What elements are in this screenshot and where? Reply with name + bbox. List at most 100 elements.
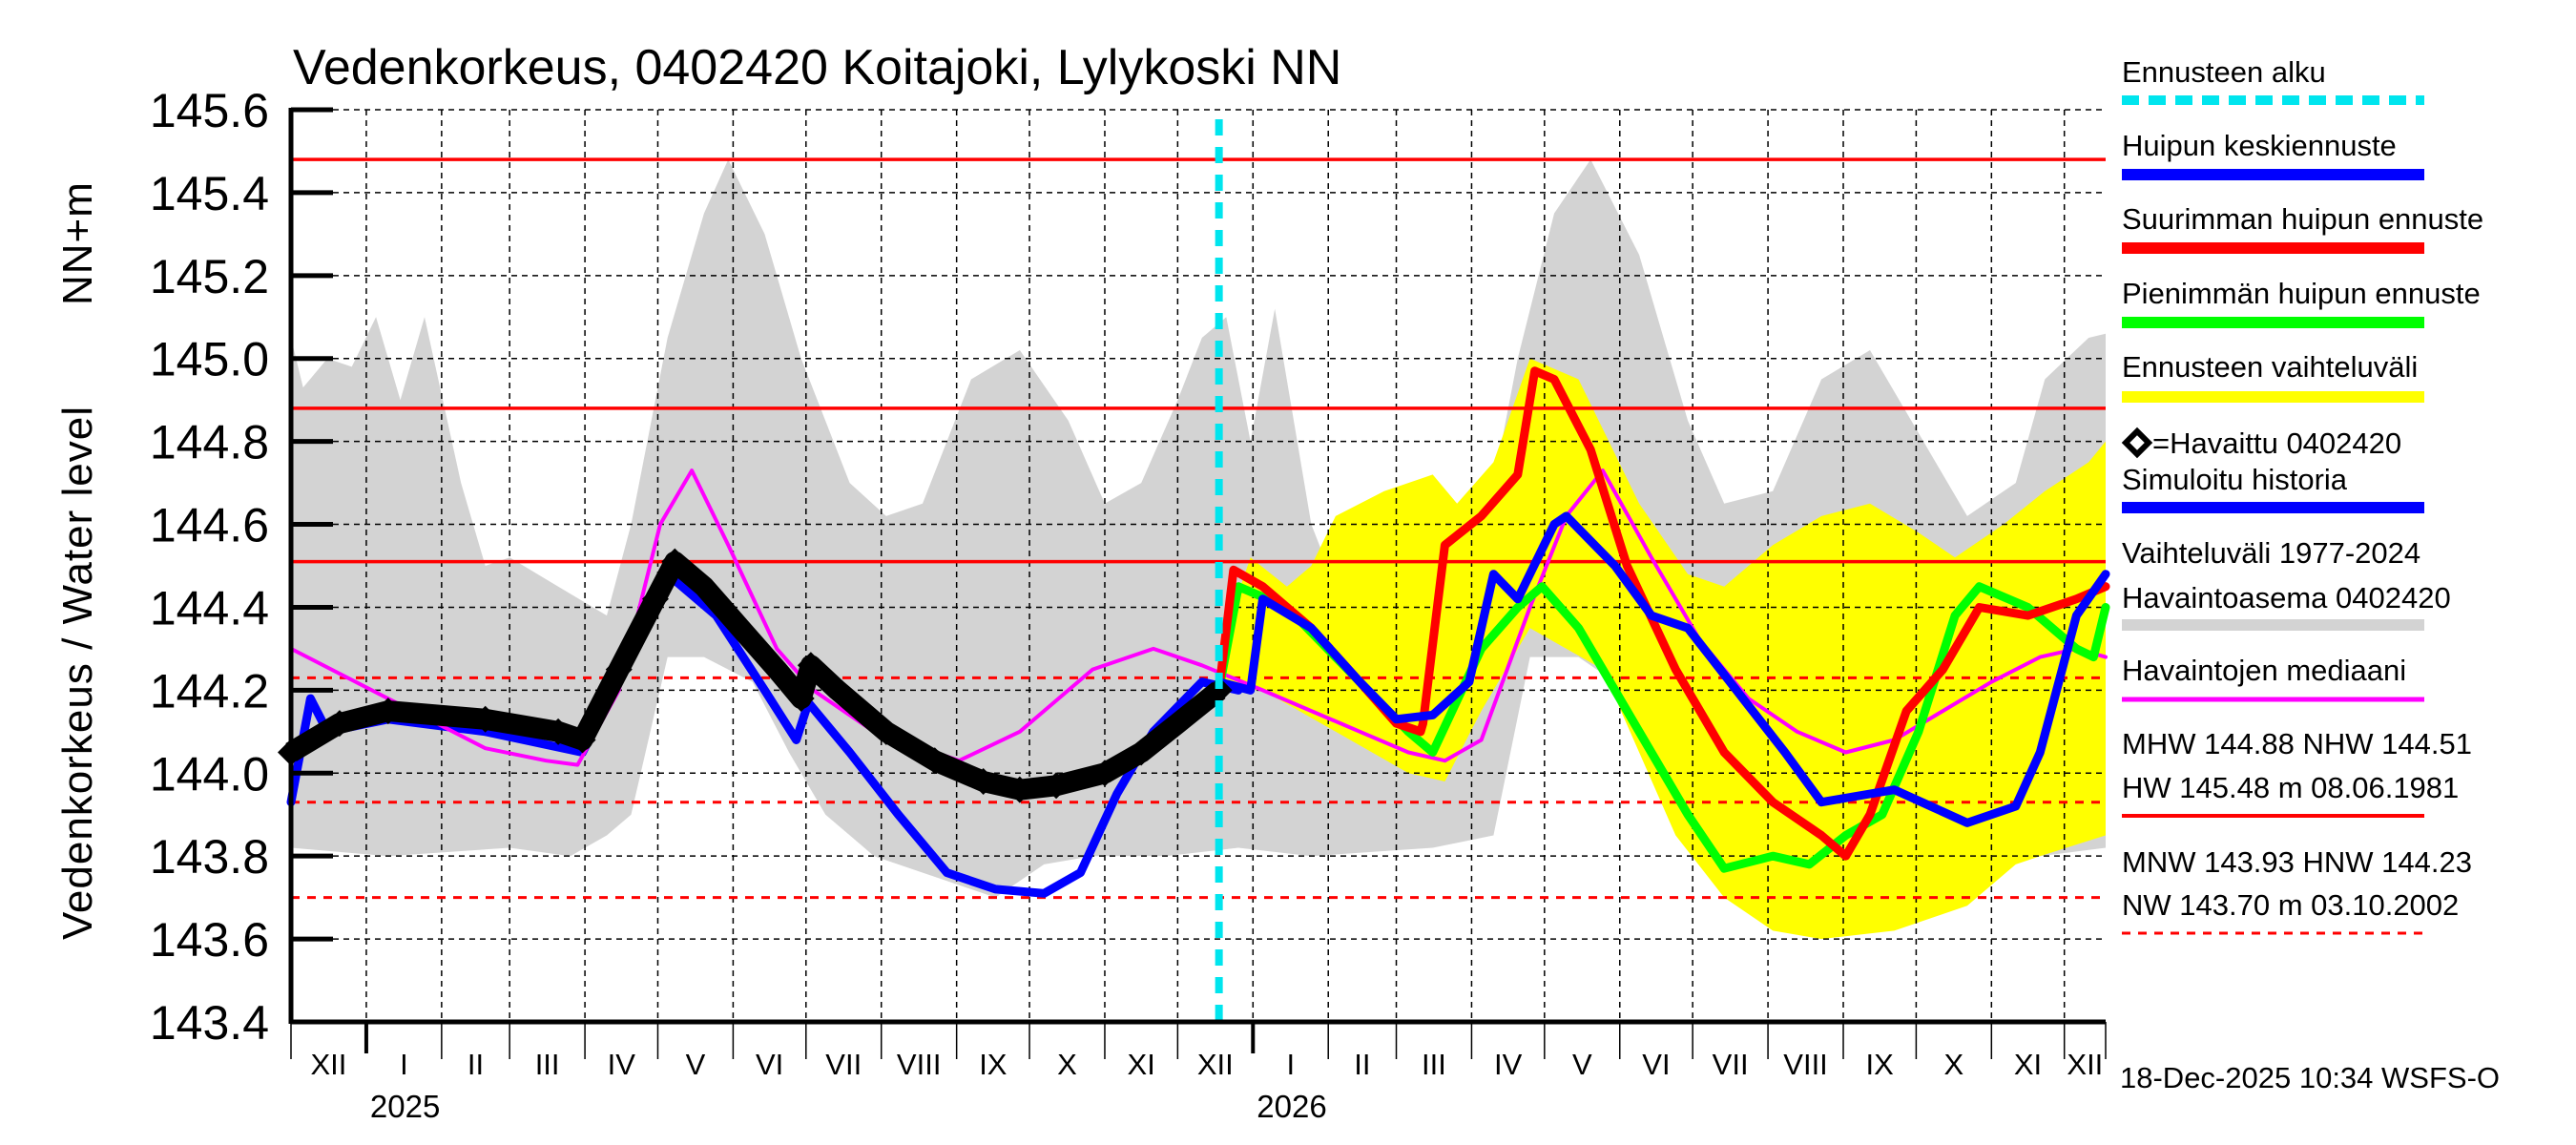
observed-point (545, 718, 572, 745)
legend-label: MHW 144.88 NHW 144.51 (2122, 727, 2472, 760)
legend-label: Suurimman huipun ennuste (2122, 202, 2483, 236)
legend-label: Simuloitu historia (2122, 463, 2348, 496)
y-tick-label: 143.6 (150, 913, 269, 967)
legend-label: NW 143.70 m 03.10.2002 (2122, 888, 2459, 922)
y-tick-label: 145.4 (150, 167, 269, 220)
y-tick-labels: 145.6 145.4 145.2 145.0 144.8 144.6 144.4 144.2… (150, 84, 269, 1050)
observed-point (823, 677, 851, 704)
month-label: XII (311, 1048, 347, 1081)
legend-label: Havaintojen mediaani (2122, 654, 2406, 687)
month-label: IX (1866, 1048, 1895, 1081)
observed-point (797, 652, 824, 679)
chart-title: Vedenkorkeus, 0402420 Koitajoki, Lylykos… (293, 40, 1341, 95)
month-label: VIII (897, 1048, 942, 1081)
legend-label: HW 145.48 m 08.06.1981 (2122, 771, 2459, 804)
month-label: IV (1494, 1048, 1523, 1081)
legend-item: Vaihteluväli 1977-2024 Havaintoasema 0402… (2122, 536, 2451, 631)
month-label: X (1944, 1048, 1964, 1081)
year-label: 2025 (370, 1089, 440, 1124)
month-label: III (1422, 1048, 1446, 1081)
y-tick-label: 144.8 (150, 416, 269, 469)
month-label: IV (608, 1048, 636, 1081)
y-axis-unit: NN+m (54, 181, 101, 305)
observed-point (1006, 776, 1033, 803)
bands-layer (291, 159, 2106, 940)
series-huipun-keskiennuste (1215, 511, 2110, 827)
observed-point (1205, 677, 1233, 704)
month-label: VIII (1783, 1048, 1828, 1081)
legend-item: Pienimmän huipun ennuste (2122, 277, 2481, 328)
legend-label: Huipun keskiennuste (2122, 129, 2397, 162)
month-label: I (1286, 1048, 1295, 1081)
month-label: I (400, 1048, 408, 1081)
legend-label: Pienimmän huipun ennuste (2122, 277, 2481, 310)
diamond-icon (2121, 427, 2153, 459)
observed-point (605, 656, 633, 683)
observed-point (969, 767, 997, 795)
legend-item: Simuloitu historia (2122, 463, 2424, 513)
legend-label: Vaihteluväli 1977-2024 (2122, 536, 2420, 570)
month-label: II (467, 1048, 484, 1081)
y-tick-label: 144.4 (150, 581, 269, 635)
legend-item: Ennusteen alku (2122, 55, 2424, 105)
legend-label: =Havaittu 0402420 (2152, 427, 2401, 460)
legend-item: MNW 143.93 HNW 144.23 NW 143.70 m 03.10.2… (2122, 845, 2472, 935)
observed-point (787, 685, 815, 713)
legend-label: Ennusteen vaihteluväli (2122, 350, 2418, 384)
y-tick-label: 144.2 (150, 664, 269, 718)
month-label: XI (1128, 1048, 1155, 1081)
legend-item: Suurimman huipun ennuste (2122, 202, 2483, 254)
legend-item: Huipun keskiennuste (2122, 129, 2424, 180)
legend-label: MNW 143.93 HNW 144.23 (2122, 845, 2472, 879)
month-label: XI (2014, 1048, 2042, 1081)
legend-item: Havaintojen mediaani (2122, 654, 2424, 702)
x-tick-labels: XII I II III IV V VI VII VIII IX X XI XII I II III IV V VI… (311, 1048, 2104, 1124)
y-tick-label: 143.4 (150, 996, 269, 1050)
month-label: VI (756, 1048, 783, 1081)
series-layer (278, 119, 2110, 1022)
y-tick-label: 144.0 (150, 747, 269, 801)
month-label: VII (1713, 1048, 1749, 1081)
y-tick-label: 145.2 (150, 250, 269, 303)
observed-point (1164, 710, 1192, 738)
month-label: II (1354, 1048, 1370, 1081)
observed-point (374, 697, 402, 725)
observed-point (661, 548, 689, 575)
axes-layer (288, 107, 2107, 1059)
observed-point (690, 572, 717, 600)
legend-item: Ennusteen vaihteluväli (2122, 350, 2424, 403)
observed-point (921, 747, 948, 775)
y-tick-label: 143.8 (150, 830, 269, 884)
y-axis-label: Vedenkorkeus / Water level (54, 406, 101, 940)
observed-point (763, 656, 791, 683)
y-axis-label-group: Vedenkorkeus / Water level NN+m (54, 181, 101, 940)
month-label: X (1057, 1048, 1077, 1081)
y-tick-label: 144.6 (150, 499, 269, 552)
reference-lines-layer (291, 157, 2106, 900)
observed-point (471, 705, 499, 733)
observed-point (1043, 772, 1070, 800)
month-label: XII (1197, 1048, 1234, 1081)
month-label: V (1572, 1048, 1592, 1081)
legend: Ennusteen alku Huipun keskiennuste Suurimm… (2121, 55, 2483, 935)
y-tick-label: 145.0 (150, 333, 269, 386)
timestamp: 18-Dec-2025 10:34 WSFS-O (2120, 1061, 2500, 1094)
year-label: 2026 (1257, 1089, 1326, 1124)
y-tick-label: 145.6 (150, 84, 269, 137)
month-label: III (535, 1048, 560, 1081)
observed-point (1128, 739, 1155, 766)
observed-point (569, 726, 596, 754)
observed-point (325, 710, 353, 738)
month-label: IX (979, 1048, 1008, 1081)
month-label: XII (2067, 1048, 2103, 1081)
observed-point (727, 614, 755, 642)
observed-point (1091, 760, 1118, 787)
legend-label: Ennusteen alku (2122, 55, 2326, 89)
month-label: VI (1642, 1048, 1670, 1081)
legend-item: MHW 144.88 NHW 144.51 HW 145.48 m 08.06.1… (2122, 727, 2472, 818)
month-label: V (686, 1048, 706, 1081)
legend-label: Havaintoasema 0402420 (2122, 581, 2451, 614)
legend-item: =Havaittu 0402420 (2121, 427, 2401, 460)
month-label: VII (825, 1048, 862, 1081)
